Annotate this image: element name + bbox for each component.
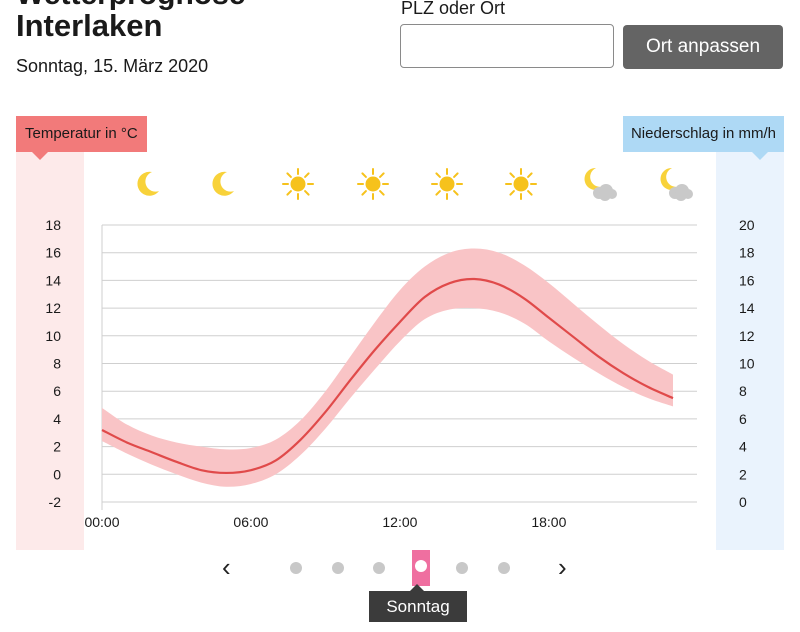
pager-dot[interactable] <box>456 562 468 574</box>
right-tick-label: 8 <box>739 383 747 399</box>
x-tick-label: 06:00 <box>233 514 268 530</box>
right-tick-label: 14 <box>739 300 755 316</box>
moon-cloud-icon <box>660 167 693 201</box>
right-tick-label: 18 <box>739 245 755 261</box>
temperature-axis-title: Temperatur in °C <box>16 116 147 160</box>
precipitation-axis-title: Niederschlag in mm/h <box>622 116 784 160</box>
location-input[interactable] <box>400 24 614 68</box>
left-tick-label: 14 <box>45 272 61 288</box>
right-tick-label: 10 <box>739 356 755 372</box>
x-tick-label: 00:00 <box>84 514 119 530</box>
right-tick-label: 4 <box>739 439 747 455</box>
moon-icon <box>137 171 159 196</box>
page-heading-cut: Wetterprognose <box>16 0 245 12</box>
right-tick-label: 12 <box>739 328 755 344</box>
pager-dot-active-indicator <box>415 560 427 572</box>
left-tick-label: 18 <box>45 217 61 233</box>
right-tick-label: 2 <box>739 466 747 482</box>
left-tick-label: -2 <box>49 494 62 510</box>
pager-dot[interactable] <box>498 562 510 574</box>
sun-icon <box>505 168 537 200</box>
temperature-axis-band <box>16 116 84 550</box>
location-input-label: PLZ oder Ort <box>401 0 506 18</box>
left-tick-label: 6 <box>53 383 61 399</box>
moon-icon <box>212 171 234 196</box>
x-tick-label: 18:00 <box>531 514 566 530</box>
change-location-button[interactable]: Ort anpassen <box>623 25 783 69</box>
sun-icon <box>431 168 463 200</box>
precipitation-axis-band <box>716 116 784 550</box>
left-tick-label: 4 <box>53 411 61 427</box>
pager-dot[interactable] <box>290 562 302 574</box>
temperature-mean-line <box>101 277 674 475</box>
left-tick-label: 2 <box>53 439 61 455</box>
city-title: Interlaken <box>16 8 163 43</box>
pager-dot[interactable] <box>332 562 344 574</box>
pager-dot[interactable] <box>373 562 385 574</box>
forecast-date: Sonntag, 15. März 2020 <box>16 56 209 76</box>
sun-icon <box>357 168 389 200</box>
right-tick-label: 0 <box>739 494 747 510</box>
right-tick-label: 16 <box>739 272 755 288</box>
right-tick-label: 20 <box>739 217 755 233</box>
temperature-range-band <box>102 248 673 487</box>
pager-dot-active[interactable] <box>412 550 430 586</box>
left-tick-label: 12 <box>45 300 61 316</box>
right-tick-label: 6 <box>739 411 747 427</box>
x-tick-label: 12:00 <box>382 514 417 530</box>
day-tooltip: Sonntag <box>369 584 467 622</box>
left-tick-label: 0 <box>53 466 61 482</box>
left-tick-label: 10 <box>45 328 61 344</box>
left-tick-label: 16 <box>45 245 61 261</box>
next-day-button[interactable]: › <box>558 552 567 582</box>
moon-cloud-icon <box>584 167 617 201</box>
left-tick-label: 8 <box>53 356 61 372</box>
previous-day-button[interactable]: ‹ <box>222 552 231 582</box>
sun-icon <box>282 168 314 200</box>
